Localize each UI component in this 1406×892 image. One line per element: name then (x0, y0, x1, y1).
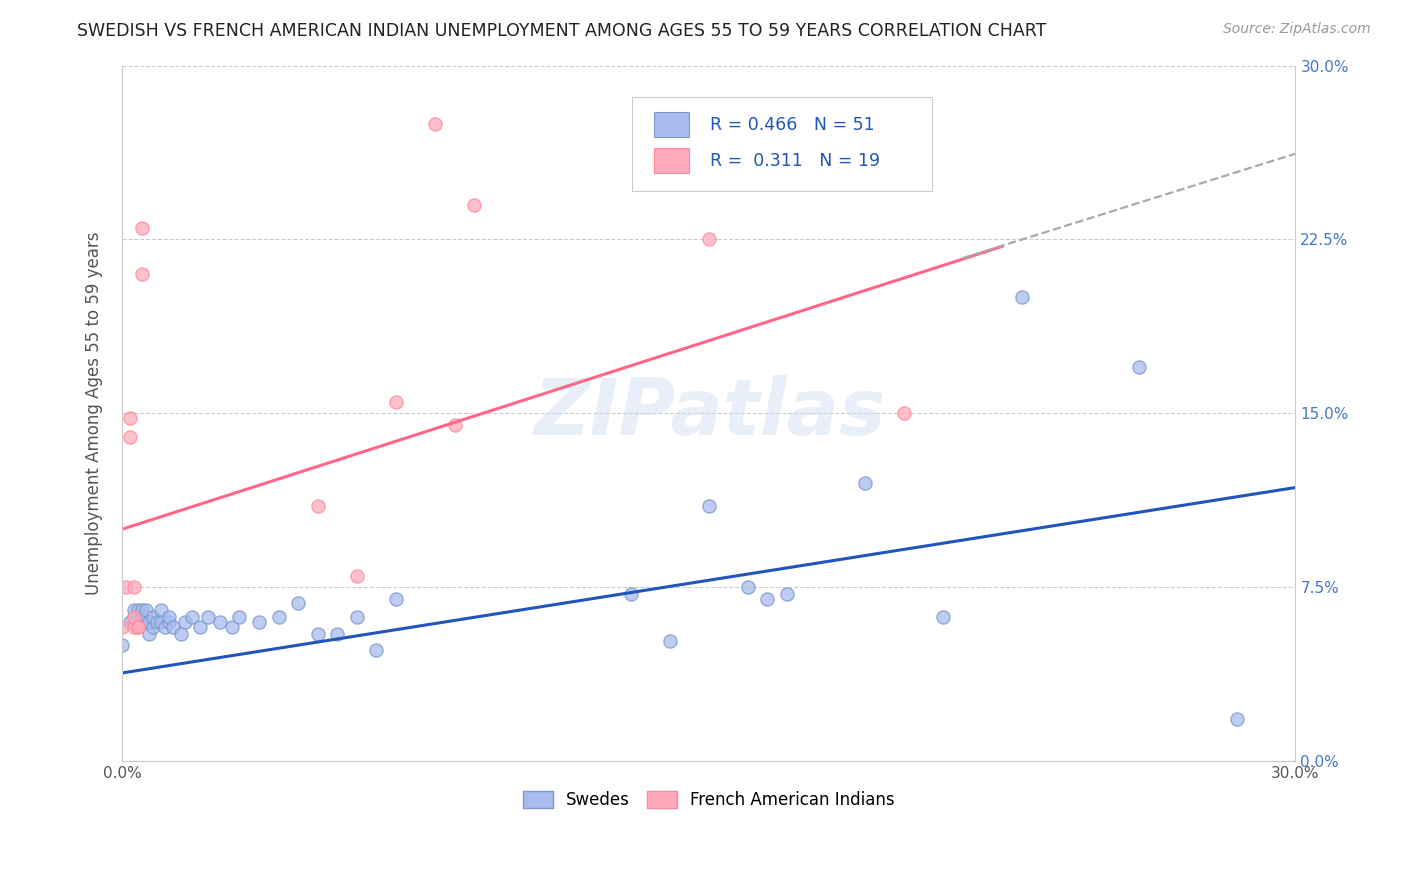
Point (131, 603, 153, 617)
Point (142, 619, 165, 633)
Point (228, 610, 250, 624)
FancyBboxPatch shape (633, 97, 932, 191)
Text: ZIPatlas: ZIPatlas (533, 376, 884, 451)
Point (307, 626, 329, 640)
Point (127, 615, 149, 629)
Point (366, 642, 388, 657)
Point (346, 568, 368, 582)
Point (188, 619, 211, 633)
Point (463, 197, 485, 211)
Point (385, 394, 408, 409)
Point (134, 615, 156, 629)
Point (157, 610, 180, 624)
Point (127, 619, 149, 633)
Point (208, 615, 231, 629)
Point (118, 411, 141, 425)
Point (118, 615, 141, 629)
Point (127, 610, 149, 624)
Point (122, 619, 145, 633)
Point (326, 626, 349, 640)
Point (122, 610, 145, 624)
Point (853, 475, 876, 490)
Point (138, 626, 160, 640)
Point (127, 603, 149, 617)
Point (423, 117, 446, 131)
Point (385, 591, 408, 606)
Point (932, 610, 955, 624)
Point (697, 232, 720, 246)
Point (134, 603, 156, 617)
Text: R = 0.466   N = 51: R = 0.466 N = 51 (710, 116, 875, 134)
Point (150, 615, 173, 629)
Point (162, 619, 184, 633)
Point (776, 587, 799, 601)
Point (131, 615, 153, 629)
Point (122, 603, 145, 617)
Point (267, 610, 290, 624)
Point (131, 267, 153, 281)
Point (115, 580, 138, 594)
Point (131, 220, 153, 235)
Point (181, 610, 204, 624)
Point (170, 626, 193, 640)
Point (658, 633, 681, 648)
Bar (654, 112, 689, 137)
Point (134, 610, 156, 624)
Point (737, 580, 759, 594)
Point (197, 610, 219, 624)
Point (173, 615, 195, 629)
Point (619, 587, 641, 601)
Point (150, 603, 173, 617)
Text: SWEDISH VS FRENCH AMERICAN INDIAN UNEMPLOYMENT AMONG AGES 55 TO 59 YEARS CORRELA: SWEDISH VS FRENCH AMERICAN INDIAN UNEMPL… (77, 22, 1046, 40)
Point (346, 610, 368, 624)
Legend: Swedes, French American Indians: Swedes, French American Indians (516, 784, 901, 815)
Point (111, 638, 134, 652)
Point (221, 619, 243, 633)
Point (131, 610, 153, 624)
Y-axis label: Unemployment Among Ages 55 to 59 years: Unemployment Among Ages 55 to 59 years (86, 232, 103, 595)
Point (142, 610, 165, 624)
Point (1128, 359, 1150, 374)
Point (893, 406, 915, 420)
Point (157, 615, 180, 629)
Point (118, 429, 141, 443)
Text: Source: ZipAtlas.com: Source: ZipAtlas.com (1223, 22, 1371, 37)
Point (138, 615, 160, 629)
Point (122, 610, 145, 624)
Point (1226, 712, 1249, 726)
Point (111, 619, 134, 633)
Text: R =  0.311   N = 19: R = 0.311 N = 19 (710, 152, 880, 169)
Point (697, 499, 720, 513)
Point (1011, 290, 1033, 304)
Point (756, 591, 779, 606)
Point (443, 417, 465, 432)
Bar (654, 148, 689, 173)
Point (247, 615, 270, 629)
Point (287, 596, 309, 610)
Point (146, 615, 169, 629)
Point (153, 619, 176, 633)
Point (307, 499, 329, 513)
Point (127, 619, 149, 633)
Point (122, 580, 145, 594)
